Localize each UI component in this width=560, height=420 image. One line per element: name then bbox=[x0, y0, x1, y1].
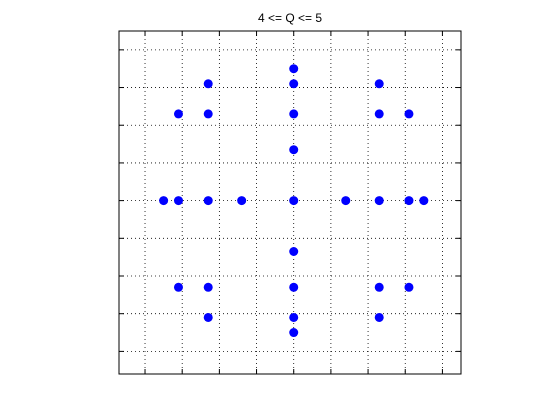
data-point bbox=[289, 312, 299, 322]
data-point bbox=[237, 196, 247, 206]
data-point bbox=[289, 109, 299, 119]
data-point bbox=[289, 64, 299, 74]
data-point bbox=[404, 109, 414, 119]
data-point bbox=[341, 196, 351, 206]
data-point bbox=[374, 196, 384, 206]
data-point bbox=[374, 312, 384, 322]
data-point bbox=[203, 79, 213, 89]
data-point bbox=[203, 196, 213, 206]
data-point bbox=[289, 79, 299, 89]
data-point bbox=[404, 196, 414, 206]
data-point bbox=[289, 328, 299, 338]
data-point bbox=[173, 109, 183, 119]
tick-layer bbox=[119, 31, 461, 374]
data-point bbox=[374, 282, 384, 292]
data-point bbox=[203, 282, 213, 292]
data-point bbox=[289, 282, 299, 292]
data-point bbox=[159, 196, 169, 206]
data-point bbox=[289, 196, 299, 206]
data-point bbox=[203, 109, 213, 119]
data-point bbox=[404, 282, 414, 292]
grid-layer bbox=[119, 31, 461, 374]
data-points bbox=[159, 64, 429, 338]
chart-title: 4 <= Q <= 5 bbox=[258, 11, 322, 25]
data-point bbox=[173, 282, 183, 292]
data-point bbox=[289, 145, 299, 155]
data-point bbox=[374, 79, 384, 89]
axes-box bbox=[118, 30, 462, 375]
data-point bbox=[374, 109, 384, 119]
data-point bbox=[419, 196, 429, 206]
data-point bbox=[173, 196, 183, 206]
data-point bbox=[203, 312, 213, 322]
data-point bbox=[289, 247, 299, 256]
